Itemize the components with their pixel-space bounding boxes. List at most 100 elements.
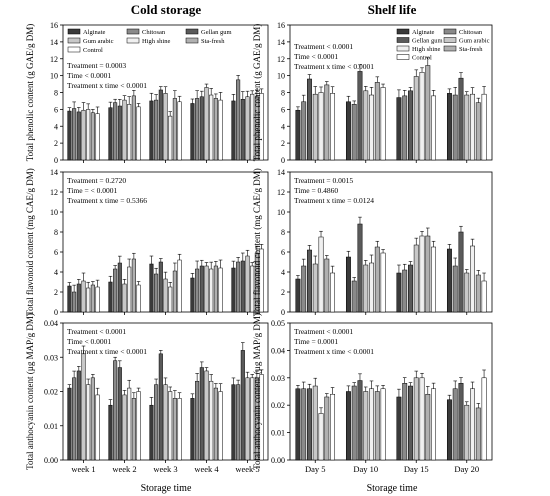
cold-flavonoid-panel: 0 2 4 6 8 10 12 14 Total flavonoid content (mg C… (25, 168, 269, 317)
cold-anthocyanin-ytick-label: 0.03 (44, 353, 58, 362)
cold-flavonoid-bar (154, 273, 159, 313)
cold-flavonoid-bar (177, 259, 182, 313)
cold-flavonoid-bar (168, 286, 173, 313)
cold-anthocyanin-bar (72, 377, 77, 461)
shelf-flavonoid-ytick-label: 10 (277, 208, 285, 217)
shelf-flavonoid-ytick-label: 12 (277, 188, 285, 197)
cold-flavonoid-bar (131, 258, 136, 313)
cold-phenolic-ytick-label: 8 (54, 89, 58, 98)
cold-phenolic-bar (240, 99, 245, 161)
cold-phenolic-bar (86, 109, 91, 161)
cold-anthocyanin-bar (131, 398, 136, 461)
shelf-phenolic-panel: 0 2 4 6 8 10 12 14 16 Total phenolic content (g G… (252, 21, 493, 165)
cold-phenolic-bar (117, 105, 122, 161)
shelf-anthocyanin-xtick-label: Day 10 (353, 464, 378, 474)
cold-phenolic-bar (236, 79, 241, 161)
shelf-flavonoid-bar (380, 252, 386, 313)
legend-label: Gum arabic (83, 38, 114, 45)
shelf-anthocyanin-bar (475, 407, 481, 461)
cold-flavonoid-ytick-label: 10 (50, 208, 58, 217)
legend-label: Gum arabic (459, 38, 490, 45)
shelf-flavonoid-bar (402, 269, 408, 313)
cold-phenolic-bar (154, 99, 159, 161)
shelf-anthocyanin-bar (458, 383, 464, 461)
cold-flavonoid-bar (245, 255, 250, 313)
shelf-flavonoid-bar (475, 274, 481, 313)
cold-anthocyanin-bar (117, 367, 122, 461)
shelf-phenolic-annotation: Treatment x time < 0.0001 (294, 62, 374, 71)
shelf-phenolic-ytick-label: 8 (281, 89, 285, 98)
shelf-anthocyanin-bar (464, 404, 470, 461)
col-title-cold: Cold storage (131, 2, 202, 17)
cold-flavonoid-bar (172, 270, 177, 313)
cold-phenolic-ytick-label: 10 (50, 72, 58, 81)
shelf-flavonoid-annotation: Time = 0.4860 (294, 186, 338, 195)
cold-phenolic-ytick-label: 16 (50, 21, 58, 30)
shelf-phenolic-bar (452, 94, 458, 161)
shelf-flavonoid-bar (307, 249, 312, 313)
shelf-flavonoid-bar (357, 223, 363, 313)
cold-phenolic-ytick-label: 6 (54, 105, 58, 114)
shelf-flavonoid-bar (345, 256, 351, 313)
cold-anthocyanin-xtick-label: week 3 (153, 464, 177, 474)
shelf-anthocyanin-bar (357, 380, 363, 461)
shelf-flavonoid-bar (408, 264, 413, 313)
shelf-phenolic-bar (374, 82, 380, 161)
shelf-phenolic-annotation: Time < 0.0001 (294, 52, 338, 61)
cold-anthocyanin-ytick-label: 0.04 (44, 319, 58, 328)
cold-phenolic-bar (177, 101, 182, 161)
cold-phenolic-bar (76, 111, 81, 161)
shelf-anthocyanin-annotation: Time = 0.0001 (294, 337, 338, 346)
legend-label: Sta-fresh (201, 38, 225, 45)
shelf-phenolic-bar (413, 76, 419, 161)
cold-flavonoid-bar (86, 287, 91, 313)
cold-phenolic-bar (190, 103, 195, 161)
cold-flavonoid-bar (163, 278, 168, 313)
shelf-phenolic-bar (363, 90, 369, 161)
cold-anthocyanin-bar (95, 394, 100, 461)
cold-phenolic-bar (158, 89, 163, 161)
shelf-flavonoid-bar (374, 246, 380, 313)
cold-flavonoid-bar (95, 286, 100, 313)
legend-swatch (443, 37, 457, 43)
legend-swatch (185, 28, 199, 35)
cold-anthocyanin-ytick-label: 0.00 (44, 456, 58, 465)
cold-phenolic-ylabel: Total phenolic content (g GAE/g DM) (25, 24, 35, 162)
legend-label: Chitosan (459, 29, 483, 36)
shelf-phenolic-ylabel: Total phenolic content (g GAE/g DM) (252, 24, 262, 162)
cold-flavonoid-bar (81, 280, 86, 313)
cold-anthocyanin-bar (240, 350, 245, 461)
shelf-flavonoid-annotation: Treatment x time = 0.0124 (294, 196, 374, 205)
cold-flavonoid-bar (158, 261, 163, 313)
cold-phenolic-annotation: Treatment x time < 0.0001 (67, 81, 147, 90)
cold-flavonoid-bar (127, 266, 132, 313)
cold-flavonoid-bar (108, 281, 113, 313)
shelf-phenolic-bar (408, 90, 413, 161)
cold-phenolic-ytick-label: 2 (54, 139, 58, 148)
cold-anthocyanin-bar (127, 387, 132, 461)
cold-flavonoid-ytick-label: 2 (54, 288, 58, 297)
shelf-phenolic-bar (464, 94, 470, 161)
shelf-phenolic-ytick-label: 14 (277, 38, 285, 47)
cold-anthocyanin-bar (213, 387, 218, 461)
cold-anthocyanin-xtick-label: week 4 (194, 464, 219, 474)
shelf-anthocyanin-ytick-label: 0.05 (271, 319, 285, 328)
cold-anthocyanin-bar (168, 391, 173, 461)
cold-flavonoid-bar (195, 268, 200, 313)
legend-swatch (67, 28, 81, 35)
shelf-anthocyanin-panel: 0.00 0.01 0.02 0.03 0.04 0.05 Total anthocyani… (252, 313, 493, 474)
cold-phenolic-bar (199, 96, 204, 161)
legend-swatch (396, 54, 410, 60)
cold-anthocyanin-annotation: Treatment x time < 0.0001 (67, 347, 147, 356)
cold-flavonoid-ytick-label: 12 (50, 188, 58, 197)
shelf-phenolic-bar (295, 109, 301, 161)
shelf-anthocyanin-bar (408, 385, 413, 461)
shelf-anthocyanin-bar (470, 388, 475, 461)
legend-swatch (396, 45, 410, 52)
cold-anthocyanin-ytick-label: 0.02 (44, 388, 58, 397)
shelf-anthocyanin-bar (413, 377, 419, 461)
cold-anthocyanin-bar (136, 391, 141, 461)
shelf-anthocyanin-bar (330, 393, 336, 461)
shelf-phenolic-bar (330, 93, 336, 161)
